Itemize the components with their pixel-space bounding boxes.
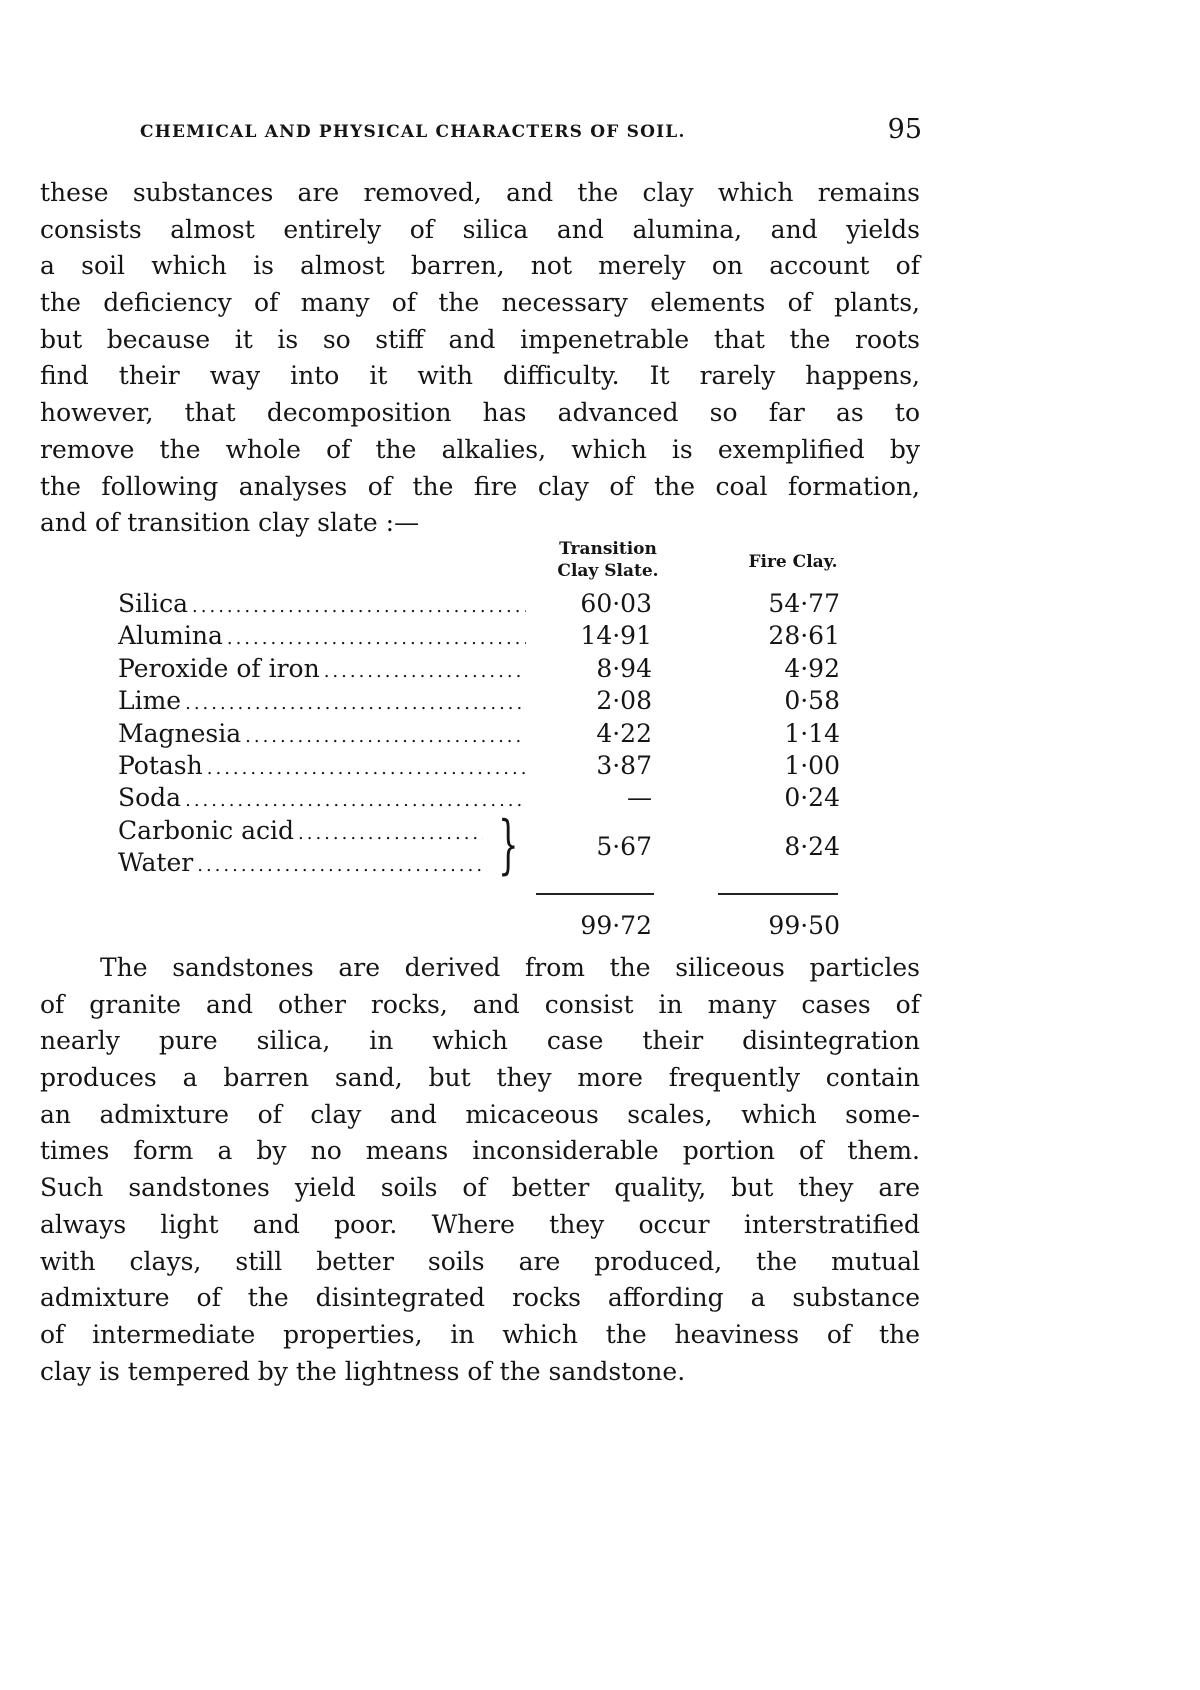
- value-fire-clay: 1·00: [784, 751, 840, 780]
- text-line: times form a by no means inconsiderable …: [40, 1136, 920, 1166]
- row-label: Potash: [118, 750, 526, 785]
- row-label-text: Magnesia: [118, 718, 242, 748]
- text-line: Such sandstones yield soils of better qu…: [40, 1173, 920, 1203]
- text-line: produces a barren sand, but they more fr…: [40, 1063, 920, 1093]
- dot-leader: [227, 620, 526, 655]
- text-line: however, that decomposition has advanced…: [40, 398, 920, 428]
- row-label: Alumina: [118, 620, 526, 655]
- text-line: always light and poor. Where they occur …: [40, 1209, 920, 1239]
- row-label-text: Silica: [118, 589, 189, 618]
- row-label-text: Lime: [118, 686, 182, 716]
- text-line: of granite and other rocks, and consist …: [40, 989, 920, 1019]
- value-transition-clay-slate: 2·08: [596, 686, 652, 716]
- value-fire-clay: 0·24: [784, 783, 840, 813]
- table-row: Alumina 14·91 28·61: [118, 620, 878, 652]
- value-transition-clay-slate: 5·67: [596, 831, 652, 861]
- value-fire-clay: 54·77: [768, 589, 840, 618]
- dot-leader: [185, 782, 526, 817]
- row-label: Magnesia: [118, 718, 526, 753]
- value-transition-clay-slate: 60·03: [580, 589, 652, 618]
- row-label-text: Alumina: [118, 621, 223, 651]
- table-row: Magnesia 4·22 1·14: [118, 718, 878, 750]
- table-row-grouped: 5·67 8·24: [118, 831, 878, 863]
- value-transition-clay-slate: —: [627, 783, 652, 813]
- running-header: CHEMICAL AND PHYSICAL CHARACTERS OF SOIL…: [140, 114, 922, 150]
- dot-leader: [245, 718, 526, 753]
- column-header-line: Clay Slate.: [557, 561, 659, 581]
- dot-leader: [207, 750, 526, 785]
- dot-leader: [185, 685, 526, 720]
- text-line: find their way into it with difficulty. …: [40, 361, 920, 391]
- value-transition-clay-slate: 8·94: [596, 653, 652, 683]
- value-transition-clay-slate: 14·91: [580, 621, 652, 651]
- sum-rule: [718, 893, 838, 895]
- table-row: Soda — 0·24: [118, 782, 878, 814]
- table-row: Peroxide of iron 8·94 4·92: [118, 653, 878, 685]
- text-line: these substances are removed, and the cl…: [40, 178, 920, 207]
- text-line: the following analyses of the fire clay …: [40, 471, 920, 501]
- row-label: Soda: [118, 782, 526, 817]
- text-line: an admixture of clay and micaceous scale…: [40, 1099, 920, 1129]
- total-transition-clay-slate: 99·72: [580, 911, 652, 940]
- table-row: Water: [118, 847, 878, 879]
- total-fire-clay: 99·50: [768, 911, 840, 940]
- totals-row: 99·72 99·50: [118, 910, 878, 942]
- row-label-text: Peroxide of iron: [118, 653, 320, 683]
- row-label: Water: [118, 847, 483, 882]
- page-number: 95: [887, 114, 922, 145]
- text-line: clay is tempered by the lightness of the…: [40, 1356, 686, 1386]
- value-fire-clay: 1·14: [784, 718, 840, 748]
- text-line: remove the whole of the alkalies, which …: [40, 434, 920, 464]
- paragraph-1: these substances are removed, and the cl…: [40, 175, 920, 542]
- value-transition-clay-slate: 4·22: [596, 718, 652, 748]
- table-row: Potash 3·87 1·00: [118, 750, 878, 782]
- running-title: CHEMICAL AND PHYSICAL CHARACTERS OF SOIL…: [140, 122, 686, 142]
- value-transition-clay-slate: 3·87: [596, 751, 652, 780]
- row-label-text: Carbonic acid: [118, 815, 294, 845]
- value-fire-clay: 28·61: [768, 621, 840, 651]
- text-line: nearly pure silica, in which case their …: [40, 1026, 920, 1056]
- text-line: The sandstones are derived from the sili…: [100, 953, 920, 982]
- brace-icon: }: [498, 807, 519, 882]
- sum-rule: [536, 893, 654, 895]
- table-row: Silica 60·03 54·77: [118, 588, 878, 620]
- row-label: Carbonic acid: [118, 815, 483, 850]
- paragraph-2: The sandstones are derived from the sili…: [40, 950, 920, 1390]
- row-label-text: Soda: [118, 783, 182, 813]
- value-fire-clay: 4·92: [784, 653, 840, 683]
- row-label-text: Water: [118, 848, 194, 878]
- row-label: Silica: [118, 588, 526, 623]
- text-line: consists almost entirely of silica and a…: [40, 214, 920, 244]
- text-line: of intermediate properties, in which the…: [40, 1319, 920, 1349]
- text-line: and of transition clay slate :—: [40, 508, 420, 538]
- text-line: but because it is so stiff and impenetra…: [40, 324, 920, 354]
- table-row: Lime 2·08 0·58: [118, 685, 878, 717]
- text-line: admixture of the disintegrated rocks aff…: [40, 1283, 920, 1313]
- row-label: Peroxide of iron: [118, 653, 526, 688]
- row-label-text: Potash: [118, 751, 203, 780]
- text-line: with clays, still better soils are produ…: [40, 1246, 920, 1276]
- column-header-line: Transition: [559, 539, 657, 559]
- column-header-transition-clay-slate: Transition Clay Slate.: [528, 538, 688, 582]
- dot-leader: [192, 588, 526, 623]
- value-fire-clay: 0·58: [784, 686, 840, 716]
- table-row: Carbonic acid: [118, 815, 878, 847]
- dot-leader: [324, 653, 526, 688]
- text-line: the deficiency of many of the necessary …: [40, 288, 920, 318]
- value-fire-clay: 8·24: [784, 831, 840, 861]
- text-line: a soil which is almost barren, not merel…: [40, 251, 920, 281]
- column-header-fire-clay: Fire Clay.: [748, 552, 838, 572]
- row-label: Lime: [118, 685, 526, 720]
